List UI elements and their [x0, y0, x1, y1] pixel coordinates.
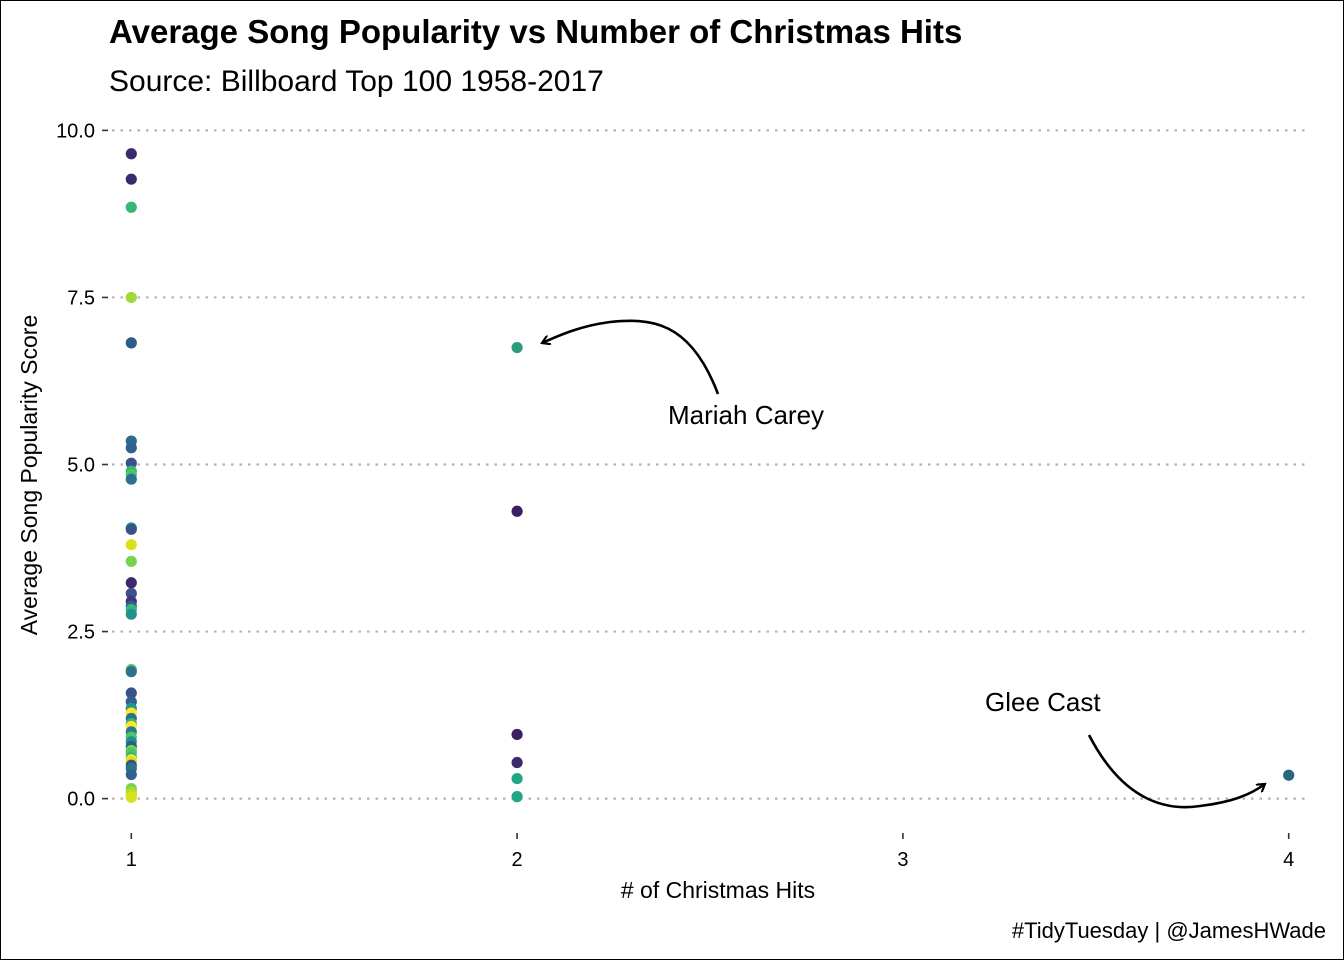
- data-point: [125, 523, 137, 535]
- y-tick-label: 2.5: [67, 622, 95, 644]
- data-point: [1283, 769, 1295, 781]
- data-point: [125, 687, 137, 699]
- glee-cast-arrow: [1087, 734, 1265, 809]
- gridlines: [112, 129, 1308, 800]
- mariah-carey-arrow: [542, 319, 720, 395]
- x-tick-label: 4: [1283, 849, 1294, 871]
- data-point: [511, 341, 523, 354]
- data-point: [125, 608, 137, 620]
- chart-caption: #TidyTuesday | @JamesHWade: [1012, 918, 1326, 943]
- data-point: [125, 201, 137, 213]
- data-point: [511, 505, 523, 517]
- x-tick-label: 3: [897, 849, 908, 871]
- y-axis-title: Average Song Popularity Score: [16, 315, 42, 636]
- data-point: [125, 442, 137, 454]
- data-point: [125, 587, 137, 600]
- y-tick-label: 5.0: [67, 455, 95, 477]
- data-point: [125, 148, 137, 160]
- y-tick-label: 0.0: [67, 789, 95, 811]
- x-axis: 1 2 3 4: [126, 833, 1294, 871]
- data-point: [125, 173, 137, 185]
- data-point: [125, 457, 137, 469]
- x-axis-title: # of Christmas Hits: [621, 877, 815, 903]
- data-point: [511, 772, 523, 785]
- data-point: [125, 555, 137, 567]
- data-points: [125, 148, 1295, 803]
- mariah-carey-label: Mariah Carey: [668, 400, 824, 430]
- annotations: Mariah Carey Glee Cast: [542, 319, 1265, 809]
- data-point: [125, 791, 137, 803]
- data-point: [125, 473, 137, 485]
- data-point: [125, 768, 137, 781]
- data-point: [125, 337, 137, 349]
- x-tick-label: 2: [512, 849, 523, 871]
- data-point: [125, 539, 137, 551]
- chart-subtitle: Source: Billboard Top 100 1958-2017: [109, 65, 604, 98]
- data-point: [511, 791, 523, 803]
- data-point: [125, 291, 137, 304]
- data-point: [511, 756, 523, 769]
- y-axis: 0.0 2.5 5.0 7.5 10.0: [56, 120, 108, 811]
- y-tick-label: 7.5: [67, 287, 95, 309]
- chart-title: Average Song Popularity vs Number of Chr…: [109, 13, 962, 50]
- data-point: [125, 577, 137, 589]
- data-point: [511, 728, 523, 741]
- data-point: [125, 666, 137, 678]
- x-tick-label: 1: [126, 849, 137, 871]
- y-tick-label: 10.0: [56, 120, 95, 142]
- glee-cast-label: Glee Cast: [985, 687, 1101, 717]
